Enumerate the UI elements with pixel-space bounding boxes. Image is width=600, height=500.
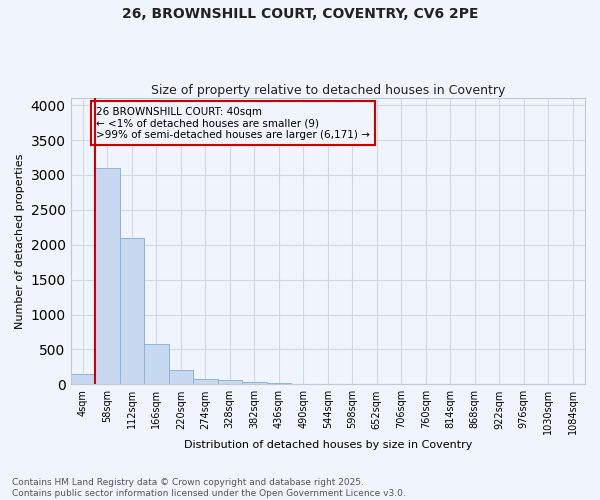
- Bar: [95, 168, 119, 384]
- X-axis label: Distribution of detached houses by size in Coventry: Distribution of detached houses by size …: [184, 440, 472, 450]
- Text: 26 BROWNSHILL COURT: 40sqm
← <1% of detached houses are smaller (9)
>99% of semi: 26 BROWNSHILL COURT: 40sqm ← <1% of deta…: [96, 106, 370, 140]
- Bar: [242, 382, 266, 384]
- Bar: [169, 370, 193, 384]
- Text: 26, BROWNSHILL COURT, COVENTRY, CV6 2PE: 26, BROWNSHILL COURT, COVENTRY, CV6 2PE: [122, 8, 478, 22]
- Text: Contains HM Land Registry data © Crown copyright and database right 2025.
Contai: Contains HM Land Registry data © Crown c…: [12, 478, 406, 498]
- Bar: [218, 380, 242, 384]
- Bar: [193, 378, 218, 384]
- Title: Size of property relative to detached houses in Coventry: Size of property relative to detached ho…: [151, 84, 505, 97]
- Bar: [71, 374, 95, 384]
- Bar: [119, 238, 144, 384]
- Y-axis label: Number of detached properties: Number of detached properties: [15, 154, 25, 329]
- Bar: [144, 344, 169, 385]
